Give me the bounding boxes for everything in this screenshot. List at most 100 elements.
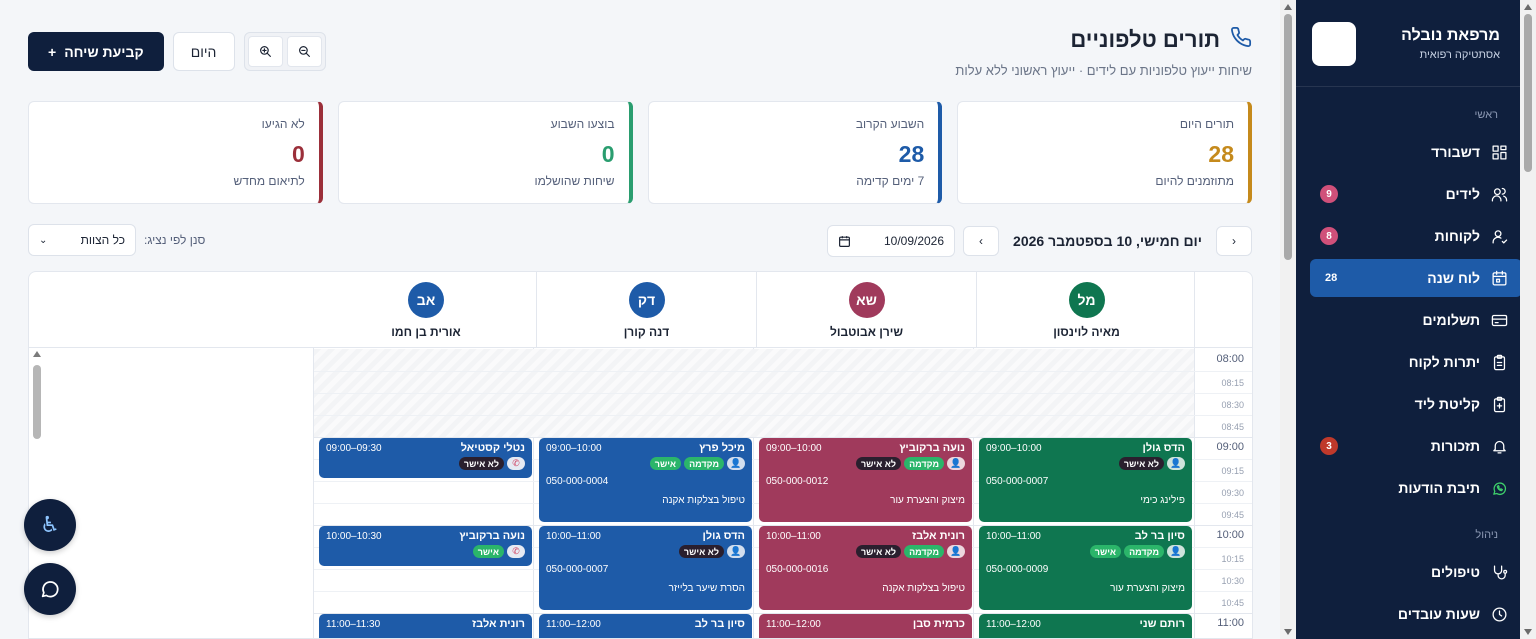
scrollbar-thumb[interactable] xyxy=(33,365,41,439)
sidebar-item-lead-intake[interactable]: קליטת ליד xyxy=(1310,385,1522,423)
staff-column-header: שא שירן אבוטבול xyxy=(756,272,976,348)
clock-icon xyxy=(1490,605,1508,623)
bell-icon xyxy=(1490,437,1508,455)
appointment-card[interactable]: רונית אלבז 11:00–11:30 xyxy=(319,614,532,638)
not-approved-badge: לא אישר xyxy=(856,545,902,558)
zoom-out-button[interactable] xyxy=(286,36,322,67)
today-button[interactable]: היום xyxy=(172,32,235,71)
zoom-in-button[interactable] xyxy=(247,36,283,67)
appointment-time: 11:00–12:00 xyxy=(766,618,821,630)
grid-scrollbar[interactable] xyxy=(29,347,47,638)
appointment-time: 11:00–12:00 xyxy=(546,618,601,630)
new-call-button[interactable]: + קביעת שיחה xyxy=(28,32,164,71)
appointment-card[interactable]: רותם שני 11:00–12:00 xyxy=(979,614,1192,638)
calendar-icon[interactable] xyxy=(838,235,851,248)
appointment-card[interactable]: נטלי קסטיאל 09:00–09:30 ✆ לא אישר xyxy=(319,438,532,478)
sidebar-item-dashboard[interactable]: דשבורד xyxy=(1310,133,1522,171)
time-label: 09:45 xyxy=(1221,510,1244,520)
lead-name: מיכל פרץ xyxy=(699,442,745,454)
sidebar-item-payments[interactable]: תשלומים xyxy=(1310,301,1522,339)
page-header: תורים טלפוניים שיחות ייעוץ טלפוניות עם ל… xyxy=(955,26,1252,79)
sidebar-item-inbox[interactable]: תיבת הודעות xyxy=(1310,469,1522,507)
treatment-name: טיפול בצלקות אקנה xyxy=(662,495,745,506)
sidebar-item-reminders[interactable]: תזכורות 3 xyxy=(1310,427,1522,465)
nav-section-main: ראשי xyxy=(1474,109,1498,121)
appointment-card[interactable]: נועה ברקוביץ 09:00–10:00 👤 מקדמה לא אישר 05… xyxy=(759,438,972,522)
date-input[interactable]: 10/09/2026 xyxy=(827,225,956,257)
appointment-card[interactable]: סיון בר לב 11:00–12:00 xyxy=(539,614,752,638)
appointment-card[interactable]: רונית אלבז 10:00–11:00 👤 מקדמה לא אישר 050-… xyxy=(759,526,972,610)
users-icon xyxy=(1490,185,1508,203)
appointment-time: 09:00–10:00 xyxy=(546,442,602,454)
not-approved-badge: לא אישר xyxy=(856,457,902,470)
brand-subtitle: אסתטיקה רפואית xyxy=(1419,49,1500,61)
staff-name: דנה קורן xyxy=(623,325,670,339)
person-icon: 👤 xyxy=(1167,545,1185,558)
staff-name: שירן אבוטבול xyxy=(829,325,904,339)
lead-name: רותם שני xyxy=(1139,618,1185,630)
appointment-time: 10:00–11:00 xyxy=(986,530,1041,542)
lead-phone: 050-000-0009 xyxy=(986,564,1049,575)
appointment-time: 09:00–10:00 xyxy=(766,442,822,454)
lead-name: הדס גולן xyxy=(1142,442,1185,454)
scroll-up-icon[interactable] xyxy=(1524,4,1532,10)
sidebar-scrollbar[interactable] xyxy=(1520,0,1536,639)
sidebar-item-balances[interactable]: יתרות לקוח xyxy=(1310,343,1522,381)
scrollbar-thumb[interactable] xyxy=(1284,14,1292,260)
deposit-badge: מקדמה xyxy=(1124,545,1164,558)
staff-name: אורית בן חמו xyxy=(391,325,461,339)
appointment-card[interactable]: הדס גולן 09:00–10:00 👤 לא אישר 050-000-000… xyxy=(979,438,1192,522)
sidebar: מרפאת נובלה אסתטיקה רפואית ראשי דשבורד ל… xyxy=(1296,0,1536,639)
lead-name: רונית אלבז xyxy=(912,530,965,542)
sidebar-item-treatments[interactable]: טיפולים xyxy=(1310,553,1522,591)
stat-card-today: תורים היום 28 מתוזמנים להיום xyxy=(957,101,1252,204)
scroll-down-icon[interactable] xyxy=(1524,629,1532,635)
scroll-down-icon[interactable] xyxy=(1284,629,1292,635)
appointment-time: 09:00–09:30 xyxy=(326,442,382,454)
lead-name: סיון בר לב xyxy=(1134,530,1185,542)
stat-label: בוצעו השבוע xyxy=(550,117,615,131)
scroll-up-icon[interactable] xyxy=(1284,4,1292,10)
sidebar-item-leads[interactable]: לידים 9 xyxy=(1310,175,1522,213)
page-scrollbar[interactable] xyxy=(1280,0,1296,639)
scroll-up-icon[interactable] xyxy=(33,351,41,357)
stethoscope-icon xyxy=(1490,563,1508,581)
lead-name: נטלי קסטיאל xyxy=(460,442,525,454)
lead-phone: 050-000-0004 xyxy=(546,476,609,487)
chat-button[interactable] xyxy=(24,563,76,615)
appointment-card[interactable]: מיכל פרץ 09:00–10:00 👤 מקדמה אישר 050-000-0… xyxy=(539,438,752,522)
appointment-card[interactable]: כרמית סבן 11:00–12:00 xyxy=(759,614,972,638)
card-icon xyxy=(1490,311,1508,329)
phone-icon: ✆ xyxy=(507,545,525,558)
nav-section-manage: ניהול xyxy=(1475,529,1498,541)
sidebar-item-staff-hours[interactable]: שעות עובדים xyxy=(1310,595,1522,633)
schedule-grid: מל מאיה לוינסון שא שירן אבוטבול דק דנה ק… xyxy=(28,271,1253,639)
appointment-time: 11:00–11:30 xyxy=(326,618,381,630)
appointment-time: 10:00–11:00 xyxy=(766,530,821,542)
staff-select[interactable]: כל הצוות ⌄ xyxy=(28,224,136,256)
stat-value: 0 xyxy=(601,141,615,167)
zoom-controls xyxy=(243,32,326,71)
next-day-button[interactable]: › xyxy=(963,226,1000,256)
stat-label: השבוע הקרוב xyxy=(855,117,925,131)
approved-badge: אישר xyxy=(649,457,682,470)
stat-label: לא הגיעו xyxy=(261,117,305,131)
appointment-card[interactable]: הדס גולן 10:00–11:00 👤 לא אישר 050-000-000… xyxy=(539,526,752,610)
scrollbar-thumb[interactable] xyxy=(1524,14,1532,172)
time-label: 08:30 xyxy=(1221,400,1244,410)
top-actions: + קביעת שיחה היום xyxy=(28,32,326,71)
accessibility-button[interactable]: ♿ xyxy=(24,499,76,551)
lead-name: סיון בר לב xyxy=(694,618,745,630)
stat-value: 28 xyxy=(1208,141,1234,167)
stat-value: 28 xyxy=(898,141,925,167)
sidebar-item-clients[interactable]: לקוחות 8 xyxy=(1310,217,1522,255)
person-icon: 👤 xyxy=(727,457,745,470)
avatar: אב xyxy=(408,282,444,318)
appointment-card[interactable]: סיון בר לב 10:00–11:00 👤 מקדמה אישר 050-000… xyxy=(979,526,1192,610)
prev-day-button[interactable]: ‹ xyxy=(1216,226,1252,256)
stat-sub: שיחות שהושלמו xyxy=(534,174,615,188)
sidebar-item-label: קליטת ליד xyxy=(1414,396,1480,412)
lead-phone: 050-000-0016 xyxy=(766,564,829,575)
sidebar-item-calendar[interactable]: לוח שנה 28 xyxy=(1310,259,1522,297)
appointment-card[interactable]: נועה ברקוביץ 10:00–10:30 ✆ אישר xyxy=(319,526,532,566)
